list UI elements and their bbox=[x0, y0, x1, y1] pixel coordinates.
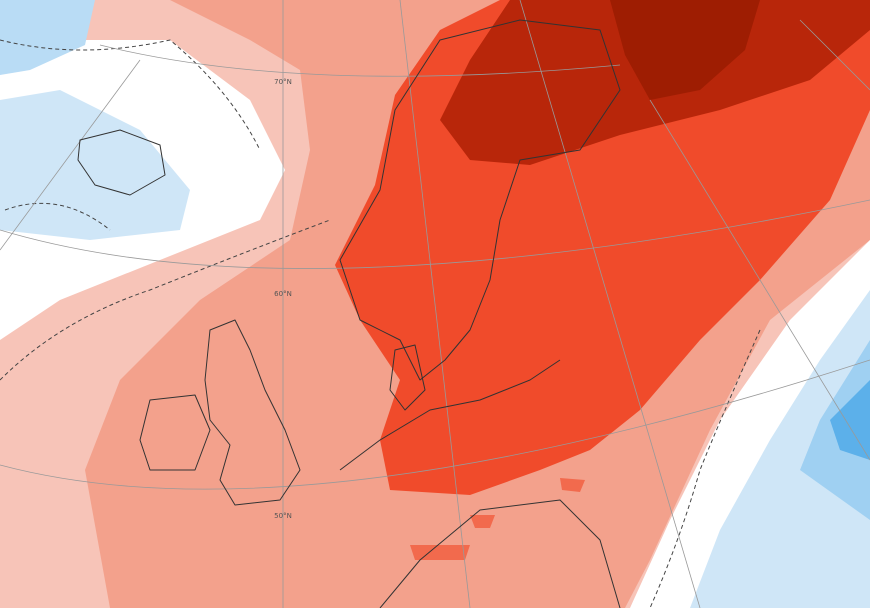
latitude-line bbox=[99, 44, 621, 77]
latitude-label: 60°N bbox=[274, 290, 292, 298]
latitude-label: 70°N bbox=[274, 78, 292, 86]
latitude-line bbox=[0, 199, 870, 269]
meridian bbox=[649, 99, 870, 461]
extreme-warm-zone bbox=[610, 0, 760, 100]
iceland bbox=[77, 129, 166, 196]
cold-anomaly-zone bbox=[0, 90, 190, 240]
great-britain bbox=[204, 319, 301, 506]
contour bbox=[649, 329, 761, 608]
strong-warm-zone bbox=[410, 478, 585, 560]
contour bbox=[0, 202, 331, 381]
meridian bbox=[399, 0, 471, 608]
ireland bbox=[139, 394, 211, 471]
cold-anomaly-zone bbox=[830, 380, 870, 460]
coastline bbox=[339, 359, 621, 608]
latitude-label: 50°N bbox=[274, 512, 292, 520]
meridian bbox=[799, 19, 870, 91]
contour bbox=[0, 39, 261, 151]
cold-anomaly-zone bbox=[0, 0, 95, 75]
meridian bbox=[0, 59, 141, 251]
scandinavia bbox=[339, 19, 621, 381]
latitude-line bbox=[0, 359, 870, 490]
meridian bbox=[519, 0, 701, 608]
cold-anomaly-zone bbox=[690, 290, 870, 608]
denmark bbox=[389, 344, 426, 411]
